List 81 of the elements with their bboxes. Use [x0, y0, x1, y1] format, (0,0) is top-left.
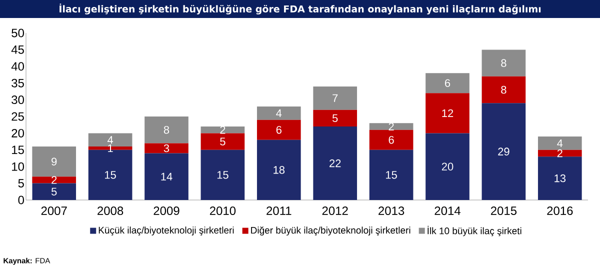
bar: [538, 150, 582, 157]
y-tick-label: 15: [12, 146, 24, 154]
data-label: 6: [276, 126, 282, 134]
x-tick-label: 2016: [547, 206, 573, 216]
bar: [482, 50, 526, 76]
bar: [88, 146, 132, 150]
bar: [144, 116, 188, 144]
x-tick-label: 2011: [266, 206, 292, 216]
data-label: 18: [274, 166, 285, 174]
bar: [200, 126, 245, 134]
data-label: 2: [557, 149, 562, 158]
data-label: 5: [220, 138, 226, 146]
x-tick-label: 2007: [41, 206, 67, 216]
bar: [200, 133, 245, 150]
data-label: 6: [388, 136, 394, 144]
bar: [313, 86, 358, 110]
data-label: 22: [330, 159, 341, 168]
bar: [32, 183, 76, 200]
y-tick-label: 5: [18, 179, 24, 188]
y-tick-label: 10: [12, 162, 24, 171]
data-label: 2: [388, 122, 394, 130]
data-label: 5: [51, 188, 57, 196]
data-label: 8: [501, 86, 506, 94]
data-label: 13: [554, 174, 566, 182]
data-label: 7: [332, 94, 338, 102]
y-tick-label: 40: [11, 62, 24, 71]
data-label: 15: [105, 171, 116, 179]
data-label: 8: [164, 126, 170, 134]
x-tick-label: 2010: [210, 206, 236, 216]
bar: [256, 120, 301, 140]
data-label: 4: [557, 139, 563, 148]
y-tick-label: 45: [11, 46, 24, 54]
data-label: 6: [445, 79, 450, 87]
y-tick-label: 20: [12, 128, 24, 138]
data-label: 29: [498, 148, 510, 156]
data-label: 14: [161, 172, 172, 180]
y-tick-label: 50: [12, 28, 24, 38]
data-label: 4: [276, 109, 282, 117]
data-label: 2: [52, 176, 57, 184]
x-tick-label: 2009: [154, 206, 180, 216]
bar: [426, 93, 470, 134]
chart-title: İlacı geliştiren şirketin büyüklüğüne göre FDA tarafından onaylanan yeni ilaçların dağılımı: [60, 4, 541, 14]
bar: [144, 143, 188, 154]
x-tick-label: 2013: [378, 206, 404, 216]
bar: [144, 153, 188, 200]
bar: [32, 146, 76, 177]
bar: [256, 140, 301, 200]
data-label: 20: [442, 162, 454, 170]
legend-label: Küçük ilaç/biyoteknoloji şirketleri: [98, 226, 234, 236]
y-tick-label: 35: [12, 78, 24, 88]
x-tick-label: 2014: [434, 206, 460, 216]
bar: [313, 110, 358, 127]
x-tick-label: 2008: [98, 206, 124, 216]
bar: [369, 130, 414, 150]
data-label: 9: [52, 158, 57, 166]
data-label: 15: [386, 171, 397, 179]
bar: [32, 176, 76, 184]
x-tick-label: 2015: [490, 206, 517, 216]
bar: [482, 76, 526, 104]
bar: [482, 103, 526, 200]
data-label: 12: [442, 109, 454, 117]
bar: [369, 123, 414, 130]
bar: [200, 150, 245, 200]
x-tick-label: 2012: [322, 206, 348, 216]
legend-label: Diğer büyük ilaç/biyoteknoloji şirketleri: [251, 226, 410, 236]
bar: [426, 133, 470, 200]
data-label: 15: [217, 171, 228, 179]
data-label: 5: [332, 114, 338, 122]
bar: [313, 126, 358, 200]
y-tick-label: 30: [12, 96, 24, 104]
bar: [369, 150, 414, 200]
legend-label: İlk 10 büyük ilaç şirketi: [428, 226, 522, 236]
bar: [538, 156, 582, 200]
y-tick-label: 0: [18, 196, 24, 204]
data-label: 8: [501, 59, 506, 67]
bar: [256, 106, 301, 120]
data-label: 4: [107, 136, 114, 144]
bar: [538, 136, 582, 150]
data-label: 3: [164, 144, 170, 152]
bar: [426, 73, 470, 94]
y-tick-label: 25: [12, 112, 24, 121]
